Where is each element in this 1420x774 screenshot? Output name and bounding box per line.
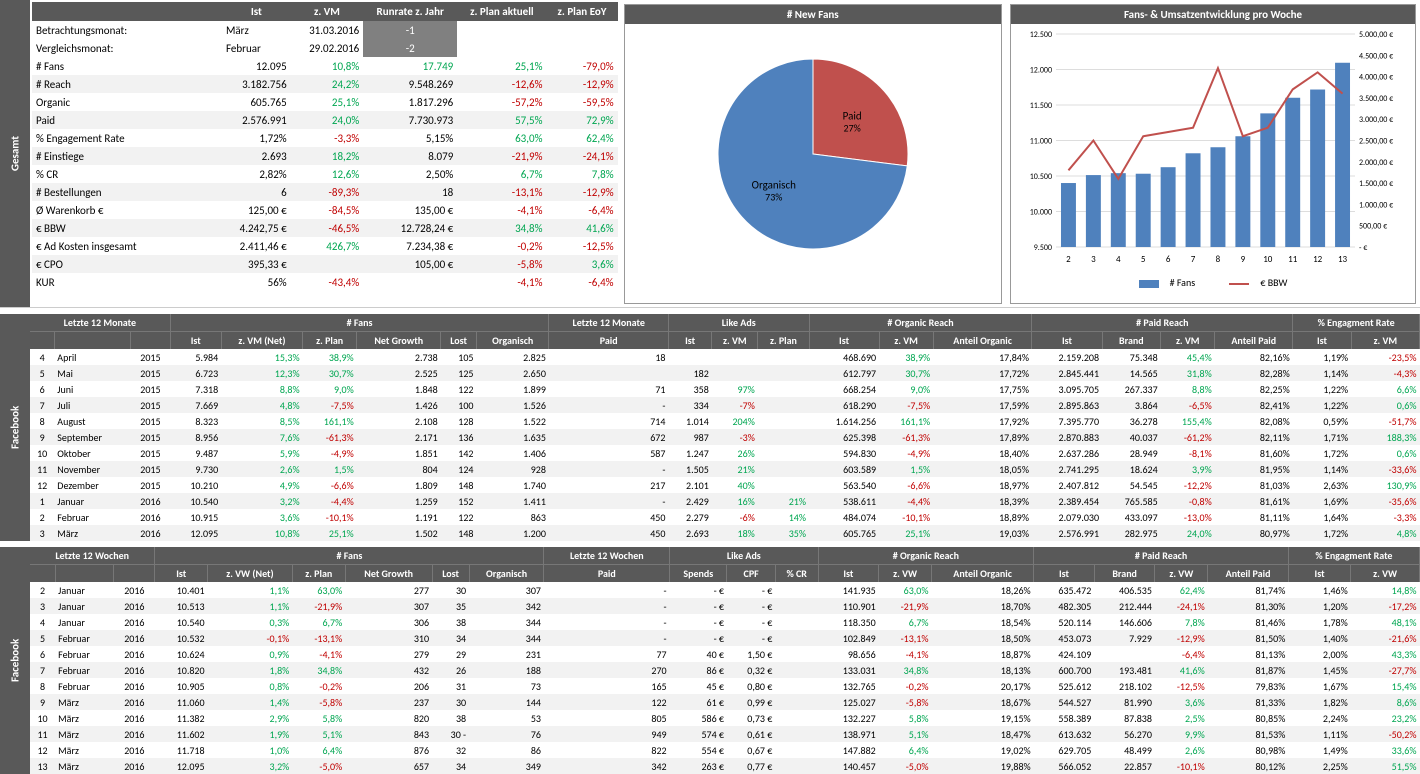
svg-text:3.500,00 €: 3.500,00 € (1359, 94, 1393, 104)
svg-text:10.000: 10.000 (1030, 208, 1052, 218)
svg-text:500,00 €: 500,00 € (1359, 222, 1387, 232)
facebook-label-2: Facebook (0, 547, 30, 774)
svg-text:12.500: 12.500 (1030, 30, 1052, 40)
svg-text:2.500,00 €: 2.500,00 € (1359, 137, 1393, 147)
svg-text:5: 5 (1141, 254, 1146, 265)
svg-text:5.000,00 €: 5.000,00 € (1359, 30, 1393, 40)
svg-text:11: 11 (1288, 254, 1298, 265)
svg-text:10: 10 (1263, 254, 1273, 265)
svg-text:- €: - € (1359, 243, 1367, 253)
svg-text:12.000: 12.000 (1030, 66, 1052, 76)
svg-text:8: 8 (1216, 254, 1221, 265)
svg-text:73%: 73% (765, 191, 782, 204)
svg-text:6: 6 (1166, 254, 1171, 265)
facebook-label-1: Facebook (0, 314, 30, 541)
svg-text:9: 9 (1241, 254, 1246, 265)
svg-text:4: 4 (1116, 254, 1121, 265)
svg-text:3: 3 (1091, 254, 1096, 265)
svg-text:4.500,00 €: 4.500,00 € (1359, 51, 1393, 61)
combo-chart: Fans- & Umsatzentwicklung pro Woche 9.50… (1010, 4, 1416, 304)
svg-text:3.000,00 €: 3.000,00 € (1359, 115, 1393, 125)
wochen-table: Letzte 12 Wochen# FansLetzte 12 WochenLi… (30, 547, 1420, 774)
svg-text:11.000: 11.000 (1030, 137, 1052, 147)
svg-text:9.500: 9.500 (1034, 243, 1052, 253)
svg-text:27%: 27% (843, 121, 860, 134)
svg-text:7: 7 (1191, 254, 1196, 265)
svg-text:13: 13 (1338, 254, 1348, 265)
pie-chart: # New Fans Paid27%Organisch73% (624, 4, 1002, 304)
summary-table: Istz. VMRunrate z. Jahrz. Plan aktuellz.… (30, 0, 620, 307)
gesamt-label: Gesamt (0, 0, 30, 307)
monate-table: Letzte 12 Monate# FansLetzte 12 MonateLi… (30, 314, 1420, 541)
svg-text:4.000,00 €: 4.000,00 € (1359, 73, 1393, 83)
svg-text:11.500: 11.500 (1030, 101, 1052, 111)
svg-text:2.000,00 €: 2.000,00 € (1359, 158, 1393, 168)
svg-text:2: 2 (1066, 254, 1071, 265)
svg-text:1.500,00 €: 1.500,00 € (1359, 179, 1393, 189)
svg-text:10.500: 10.500 (1030, 172, 1052, 182)
svg-text:12: 12 (1313, 254, 1323, 265)
svg-text:1.000,00 €: 1.000,00 € (1359, 200, 1393, 210)
